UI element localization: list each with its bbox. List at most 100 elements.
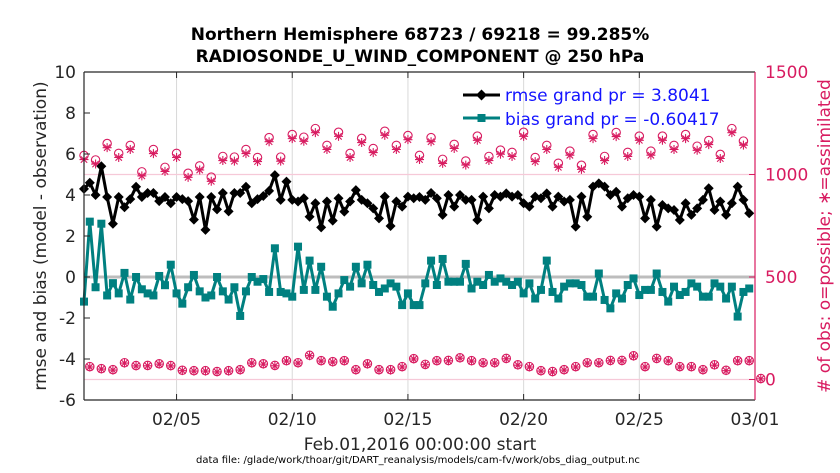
obs-assimilated-star — [253, 157, 263, 167]
obs-assimilated-star — [189, 366, 199, 376]
obs-assimilated-star — [704, 140, 714, 150]
bias-point — [519, 289, 528, 298]
bias-point — [513, 277, 522, 286]
obs-assimilated-star — [553, 162, 563, 172]
rmse-point — [188, 214, 199, 225]
y-tick-label: 2 — [65, 227, 76, 247]
bias-point — [178, 299, 187, 308]
bias-point — [213, 273, 222, 281]
bias-point — [652, 269, 661, 278]
obs-assimilated-star — [241, 149, 251, 159]
obs-assimilated-star — [744, 356, 754, 366]
obs-assimilated-star — [478, 358, 488, 368]
obs-assimilated-star — [443, 356, 453, 366]
rmse-point — [634, 191, 645, 202]
bias-point — [733, 312, 742, 321]
y-right-tick-label: 500 — [765, 268, 797, 288]
obs-assimilated-star — [600, 156, 610, 166]
obs-assimilated-star — [310, 128, 320, 138]
obs-assimilated-star — [565, 150, 575, 160]
obs-assimilated-star — [513, 360, 523, 370]
bias-point — [409, 301, 418, 310]
rmse-point — [703, 183, 714, 194]
bias-point — [698, 292, 707, 301]
rmse-point — [148, 187, 159, 198]
bias-point — [363, 260, 372, 269]
bias-point — [600, 295, 609, 304]
bias-point — [455, 277, 464, 286]
rmse-point — [194, 192, 205, 203]
rmse-point — [339, 206, 350, 217]
obs-assimilated-star — [692, 145, 702, 155]
rmse-point — [316, 222, 327, 233]
obs-assimilated-star — [548, 367, 558, 377]
obs-assimilated-star — [432, 356, 442, 366]
bias-point — [560, 282, 569, 291]
obs-assimilated-star — [172, 152, 182, 162]
obs-assimilated-star — [530, 157, 540, 167]
x-tick-label: 02/15 — [383, 410, 432, 430]
obs-assimilated-star — [339, 356, 349, 366]
bias-point — [722, 294, 731, 303]
obs-assimilated-star — [397, 362, 407, 372]
rmse-point — [131, 181, 142, 192]
rmse-point — [113, 192, 124, 203]
rmse-point — [645, 194, 656, 205]
bias-point — [727, 282, 736, 291]
chart-title-line-2: RADIOSONDE_U_WIND_COMPONENT @ 250 hPa — [196, 47, 645, 67]
obs-assimilated-star — [391, 144, 401, 154]
chart-title-line-1: Northern Hemisphere 68723 / 69218 = 99.2… — [191, 25, 650, 45]
obs-assimilated-star — [449, 143, 459, 153]
obs-assimilated-star — [686, 362, 696, 372]
obs-assimilated-star — [669, 144, 679, 154]
obs-assimilated-star — [652, 354, 662, 364]
obs-assimilated-star — [629, 351, 639, 361]
rmse-point — [611, 186, 622, 197]
bias-point — [392, 282, 401, 291]
obs-assimilated-star — [212, 367, 222, 377]
obs-assimilated-star — [96, 364, 106, 374]
bias-point — [502, 277, 511, 286]
obs-assimilated-star — [299, 136, 309, 146]
obs-assimilated-star — [91, 159, 101, 169]
x-tick-label: 03/01 — [731, 410, 780, 430]
y-right-tick-label: 1000 — [765, 166, 808, 186]
rmse-point — [680, 198, 691, 209]
rmse-point — [535, 193, 546, 204]
bias-point — [276, 287, 285, 296]
rmse-point — [732, 181, 743, 192]
obs-assimilated-star — [154, 359, 164, 369]
obs-assimilated-star — [85, 362, 95, 372]
rmse-point — [264, 185, 275, 196]
obs-assimilated-star — [287, 134, 297, 144]
rmse-point — [524, 201, 535, 212]
obs-assimilated-star — [571, 362, 581, 372]
y-tick-label: 0 — [65, 268, 76, 288]
obs-assimilated-star — [345, 152, 355, 162]
y-axis-label: rmse and bias (model - observation) — [31, 81, 51, 390]
rmse-point — [564, 194, 575, 205]
y-tick-label: -4 — [59, 350, 76, 370]
obs-assimilated-star — [137, 171, 147, 181]
bias-point — [201, 293, 210, 302]
obs-assimilated-star — [380, 130, 390, 140]
bias-point — [189, 270, 198, 279]
obs-assimilated-star — [681, 134, 691, 144]
obs-assimilated-star — [594, 358, 604, 368]
obs-assimilated-star — [206, 176, 216, 186]
bias-point — [716, 282, 725, 291]
rmse-point — [478, 191, 489, 202]
rmse-point — [304, 211, 315, 222]
obs-assimilated-star — [507, 151, 517, 161]
bias-point — [739, 287, 748, 296]
obs-assimilated-star — [351, 365, 361, 375]
rmse-point — [368, 203, 379, 214]
rmse-point — [466, 194, 477, 205]
bias-point — [294, 242, 303, 251]
rmse-point — [96, 161, 107, 172]
obs-assimilated-star — [131, 361, 141, 371]
obs-assimilated-star — [276, 156, 286, 166]
bias-point — [317, 262, 326, 271]
rmse-point — [327, 215, 338, 226]
